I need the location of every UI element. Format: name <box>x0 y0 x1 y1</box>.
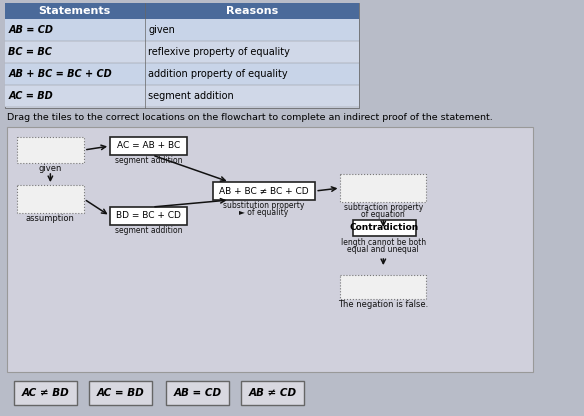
FancyBboxPatch shape <box>5 3 359 19</box>
Text: AC ≠ BD: AC ≠ BD <box>22 388 69 398</box>
Text: assumption: assumption <box>26 214 75 223</box>
Text: given: given <box>39 164 62 173</box>
FancyBboxPatch shape <box>353 220 416 236</box>
Text: AB ≠ CD: AB ≠ CD <box>248 388 297 398</box>
FancyBboxPatch shape <box>340 174 426 202</box>
Text: Statements: Statements <box>39 6 111 16</box>
Text: subtraction property: subtraction property <box>343 203 423 212</box>
FancyBboxPatch shape <box>340 275 426 299</box>
Text: AC = BD: AC = BD <box>96 388 144 398</box>
Text: AC = BD: AC = BD <box>8 91 53 101</box>
FancyBboxPatch shape <box>110 207 186 225</box>
Text: BD = BC + CD: BD = BC + CD <box>116 211 180 220</box>
FancyBboxPatch shape <box>89 381 152 405</box>
FancyBboxPatch shape <box>213 182 315 200</box>
Text: AB = CD: AB = CD <box>8 25 53 35</box>
Text: Contradiction: Contradiction <box>350 223 419 233</box>
Text: segment addition: segment addition <box>148 91 234 101</box>
Text: Drag the tiles to the correct locations on the flowchart to complete an indirect: Drag the tiles to the correct locations … <box>8 113 493 122</box>
Text: length cannot be both: length cannot be both <box>340 238 426 247</box>
Text: BC = BC: BC = BC <box>8 47 53 57</box>
FancyBboxPatch shape <box>5 3 359 108</box>
FancyBboxPatch shape <box>8 127 533 372</box>
Text: Reasons: Reasons <box>225 6 278 16</box>
Text: AB + BC = BC + CD: AB + BC = BC + CD <box>8 69 112 79</box>
FancyBboxPatch shape <box>17 185 84 213</box>
Text: substitution property: substitution property <box>223 201 305 210</box>
Text: reflexive property of equality: reflexive property of equality <box>148 47 290 57</box>
Text: equal and unequal: equal and unequal <box>347 245 419 254</box>
Text: AB = CD: AB = CD <box>173 388 222 398</box>
FancyBboxPatch shape <box>5 19 359 41</box>
Text: ► of equality: ► of equality <box>239 208 288 217</box>
FancyBboxPatch shape <box>110 137 186 155</box>
FancyBboxPatch shape <box>5 41 359 63</box>
Text: AC = AB + BC: AC = AB + BC <box>117 141 180 151</box>
Text: segment addition: segment addition <box>114 156 182 165</box>
FancyBboxPatch shape <box>241 381 304 405</box>
Text: The negation is false.: The negation is false. <box>338 300 429 309</box>
FancyBboxPatch shape <box>5 63 359 85</box>
Text: given: given <box>148 25 175 35</box>
FancyBboxPatch shape <box>166 381 230 405</box>
FancyBboxPatch shape <box>5 85 359 107</box>
Text: segment addition: segment addition <box>114 226 182 235</box>
FancyBboxPatch shape <box>17 137 84 163</box>
Text: AB + BC ≠ BC + CD: AB + BC ≠ BC + CD <box>219 186 309 196</box>
FancyBboxPatch shape <box>14 381 78 405</box>
Text: of equation: of equation <box>361 210 405 219</box>
Text: addition property of equality: addition property of equality <box>148 69 288 79</box>
